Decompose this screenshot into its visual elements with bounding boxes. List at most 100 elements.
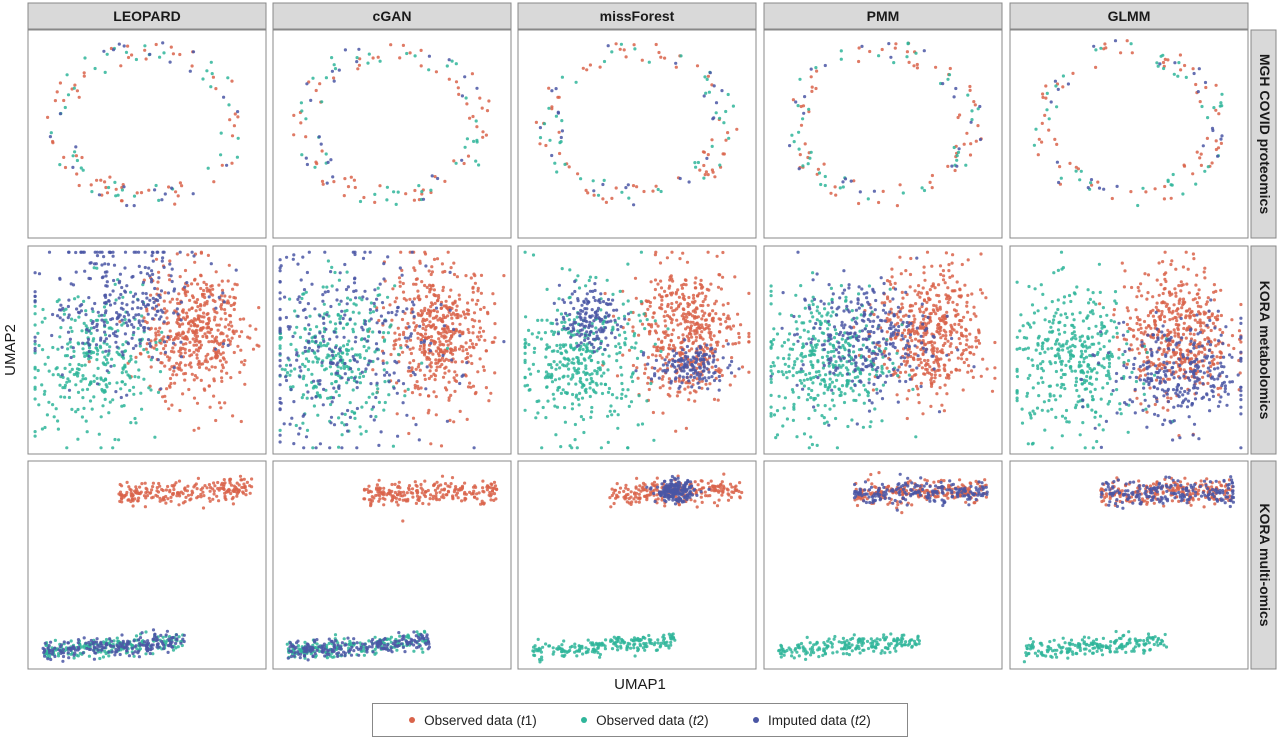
scatter-point — [538, 126, 543, 130]
scatter-point — [330, 382, 334, 386]
scatter-point — [81, 168, 85, 172]
scatter-point — [103, 333, 108, 337]
scatter-point — [377, 318, 381, 323]
scatter-point — [557, 283, 562, 287]
scatter-point — [33, 376, 37, 380]
scatter-point — [205, 360, 209, 364]
scatter-point — [451, 322, 455, 326]
scatter-point — [320, 361, 324, 365]
scatter-point — [596, 306, 601, 310]
scatter-point — [583, 358, 587, 362]
scatter-point — [584, 297, 588, 301]
scatter-point — [375, 308, 379, 312]
scatter-point — [389, 323, 393, 327]
scatter-point — [378, 59, 382, 63]
scatter-point — [149, 339, 153, 343]
scatter-point — [114, 194, 118, 198]
scatter-point — [586, 336, 590, 341]
scatter-point — [213, 299, 217, 304]
scatter-point — [367, 346, 371, 350]
scatter-point — [353, 277, 357, 281]
scatter-point — [156, 358, 160, 362]
scatter-point — [837, 341, 841, 345]
scatter-point — [653, 342, 657, 346]
scatter-point — [70, 317, 74, 321]
scatter-point — [560, 75, 565, 79]
scatter-point — [830, 298, 834, 302]
scatter-point — [183, 285, 187, 289]
scatter-point — [36, 331, 40, 335]
scatter-point — [797, 147, 801, 151]
scatter-point — [615, 323, 620, 327]
scatter-point — [629, 310, 633, 314]
scatter-point — [692, 296, 696, 300]
scatter-point — [958, 113, 962, 117]
scatter-point — [78, 304, 82, 308]
scatter-point — [392, 343, 396, 347]
scatter-point — [717, 273, 721, 277]
scatter-point — [160, 330, 164, 334]
scatter-point — [703, 376, 707, 380]
scatter-point — [114, 390, 118, 394]
scatter-point — [304, 135, 308, 139]
scatter-point — [904, 370, 908, 374]
scatter-point — [724, 320, 728, 324]
scatter-point — [843, 392, 847, 396]
scatter-point — [590, 342, 594, 346]
scatter-point — [546, 399, 550, 403]
scatter-point — [780, 344, 784, 348]
scatter-point — [609, 404, 613, 408]
scatter-point — [591, 380, 595, 384]
scatter-point — [922, 49, 926, 53]
scatter-point — [922, 372, 926, 376]
scatter-point — [199, 303, 203, 307]
scatter-point — [236, 344, 240, 348]
scatter-point — [107, 299, 111, 303]
scatter-point — [382, 331, 386, 335]
scatter-point — [206, 253, 210, 257]
scatter-point — [691, 314, 695, 318]
scatter-point — [408, 338, 413, 342]
scatter-point — [914, 435, 918, 439]
scatter-point — [819, 182, 823, 187]
scatter-point — [704, 294, 708, 298]
scatter-point — [95, 328, 99, 332]
scatter-point — [839, 365, 843, 369]
scatter-point — [278, 307, 282, 312]
scatter-point — [846, 424, 850, 429]
scatter-point — [181, 336, 185, 340]
scatter-point — [807, 446, 811, 450]
scatter-point — [839, 49, 843, 53]
scatter-point — [694, 335, 699, 339]
scatter-point — [68, 362, 72, 367]
scatter-point — [198, 346, 202, 350]
scatter-point — [424, 264, 428, 268]
scatter-point — [140, 314, 144, 318]
scatter-point — [429, 374, 433, 378]
scatter-point — [99, 376, 103, 380]
scatter-point — [529, 372, 533, 376]
scatter-point — [214, 87, 218, 91]
scatter-point — [96, 348, 100, 353]
scatter-point — [472, 311, 477, 315]
scatter-point — [482, 305, 486, 310]
scatter-point — [882, 281, 886, 286]
scatter-point — [814, 321, 818, 326]
scatter-point — [154, 183, 158, 188]
scatter-point — [976, 124, 980, 128]
scatter-point — [663, 56, 667, 60]
scatter-point — [770, 372, 775, 376]
scatter-point — [156, 390, 161, 394]
scatter-point — [352, 357, 356, 361]
scatter-point — [140, 407, 144, 411]
scatter-point — [899, 318, 903, 322]
scatter-point — [545, 374, 549, 378]
scatter-point — [175, 297, 179, 301]
scatter-point — [804, 373, 808, 377]
scatter-point — [243, 382, 247, 386]
scatter-point — [674, 429, 678, 433]
scatter-point — [216, 354, 220, 358]
scatter-point — [852, 358, 856, 362]
scatter-point — [923, 278, 927, 282]
scatter-point — [900, 290, 904, 294]
